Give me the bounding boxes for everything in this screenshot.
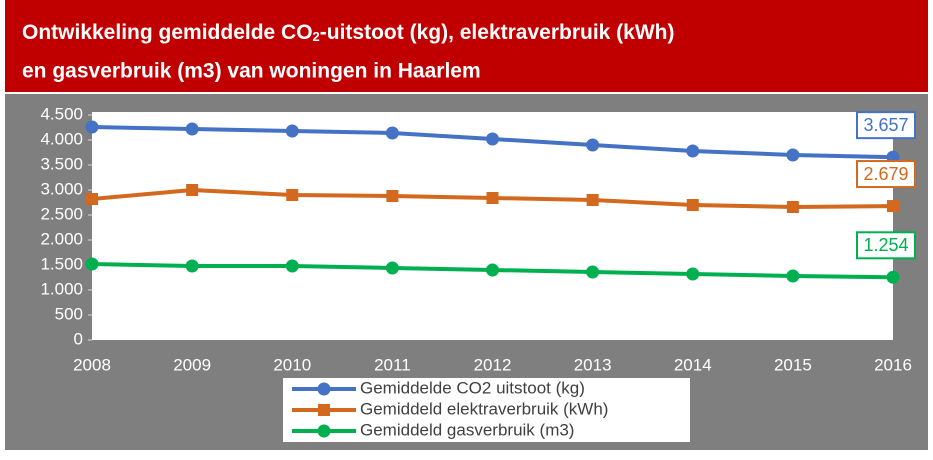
marker (786, 148, 800, 162)
marker (85, 257, 99, 271)
legend-label: Gemiddeld gasverbruik (m3) (360, 420, 574, 439)
marker (285, 124, 299, 138)
y-tick-label: 2.000 (40, 229, 83, 248)
plot-area (92, 112, 893, 340)
y-tick-label: 1.000 (40, 279, 83, 298)
y-tick-label: 1.500 (40, 254, 83, 273)
x-tick-label: 2011 (374, 355, 411, 374)
marker (185, 259, 199, 273)
y-tick-label: 3.000 (40, 179, 83, 198)
marker (686, 199, 699, 211)
marker (385, 126, 399, 140)
x-tick-label: 2014 (674, 355, 712, 374)
value-label: 3.657 (863, 115, 908, 135)
title-banner (5, 0, 928, 92)
marker (86, 193, 98, 205)
marker (185, 122, 199, 136)
x-tick-label: 2015 (774, 355, 812, 374)
marker (186, 184, 199, 196)
marker (285, 259, 299, 273)
chart-title-line: en gasverbruik (m3) van woningen in Haar… (22, 60, 481, 83)
marker (586, 194, 599, 206)
legend-marker (317, 382, 331, 396)
marker (385, 261, 399, 275)
title-subscript: 2 (313, 29, 320, 44)
y-tick-label: 4.000 (40, 129, 83, 148)
y-tick-label: 500 (55, 304, 83, 323)
value-label-box (856, 111, 916, 140)
marker (686, 144, 700, 158)
marker (686, 267, 700, 281)
x-tick-label: 2013 (574, 355, 612, 374)
x-tick-label: 2009 (173, 355, 211, 374)
marker (786, 201, 799, 213)
legend-label: Gemiddelde CO2 uitstoot (kg) (360, 378, 585, 397)
x-tick-label: 2010 (273, 355, 311, 374)
marker (486, 132, 499, 146)
value-label-box (856, 231, 916, 260)
legend-marker (317, 424, 331, 438)
marker (486, 192, 499, 204)
marker (486, 263, 499, 277)
x-tick-label: 2008 (73, 355, 111, 374)
x-tick-label: 2012 (474, 355, 512, 374)
marker (386, 190, 399, 202)
marker (586, 265, 600, 279)
y-tick-label: 4.500 (40, 104, 83, 123)
legend-marker (318, 404, 330, 416)
y-tick-label: 3.500 (40, 154, 83, 173)
legend-label: Gemiddeld elektraverbruik (kWh) (360, 399, 608, 418)
y-tick-label: 2.500 (40, 204, 83, 223)
title-part: -uitstoot (kg), elektraverbruik (kWh) (320, 21, 675, 44)
value-label: 1.254 (863, 235, 908, 255)
marker (786, 269, 800, 283)
marker (85, 120, 99, 134)
chart-title: Ontwikkeling gemiddelde CO2-uitstoot (kg… (22, 21, 674, 45)
marker (286, 189, 299, 201)
value-label-box (856, 160, 916, 189)
value-label: 2.679 (863, 164, 908, 184)
marker (887, 200, 899, 213)
title-part: Ontwikkeling gemiddelde CO (22, 21, 313, 44)
marker (586, 138, 600, 152)
y-tick-label: 0 (74, 329, 83, 348)
x-tick-label: 2016 (874, 355, 912, 374)
marker (886, 270, 900, 284)
